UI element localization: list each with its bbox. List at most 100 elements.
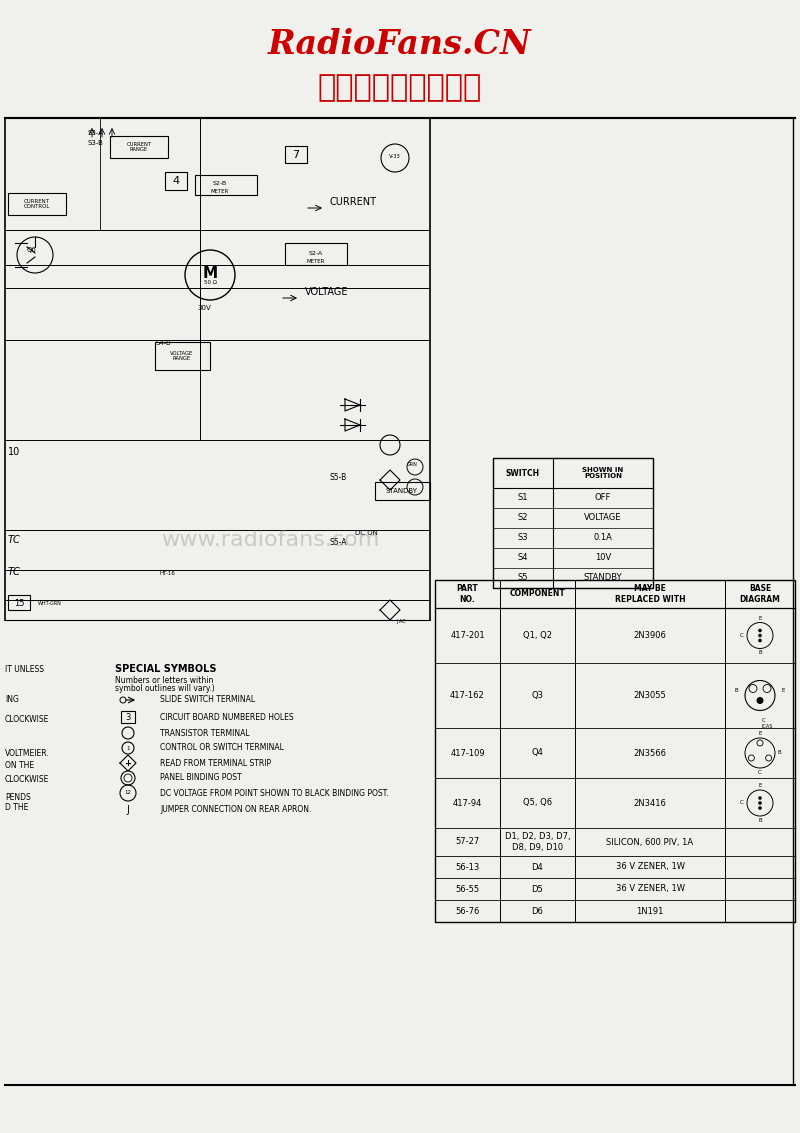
Text: Q3: Q3 xyxy=(531,691,543,700)
Circle shape xyxy=(758,639,762,642)
Text: CIRCUIT BOARD NUMBERED HOLES: CIRCUIT BOARD NUMBERED HOLES xyxy=(160,713,294,722)
Text: 0.1A: 0.1A xyxy=(594,534,613,543)
Text: GRN: GRN xyxy=(407,462,418,467)
Bar xyxy=(375,482,430,500)
Text: CURRENT: CURRENT xyxy=(330,197,377,207)
Text: 417-162: 417-162 xyxy=(450,691,485,700)
Text: Q1, Q2: Q1, Q2 xyxy=(523,631,552,640)
Text: 417-94: 417-94 xyxy=(453,799,482,808)
Text: S2-B: S2-B xyxy=(213,181,227,186)
Text: PENDS: PENDS xyxy=(5,793,30,802)
Text: S5-B: S5-B xyxy=(330,472,347,482)
Text: 2N3416: 2N3416 xyxy=(634,799,666,808)
Text: S5: S5 xyxy=(518,573,528,582)
Text: DC ON: DC ON xyxy=(355,530,378,536)
Bar xyxy=(195,174,257,195)
Circle shape xyxy=(758,629,762,632)
Text: 15: 15 xyxy=(14,598,24,607)
Circle shape xyxy=(757,697,763,704)
Text: DC VOLTAGE FROM POINT SHOWN TO BLACK BINDING POST.: DC VOLTAGE FROM POINT SHOWN TO BLACK BIN… xyxy=(160,789,389,798)
Text: 50 Ω: 50 Ω xyxy=(203,280,217,286)
Text: J AC: J AC xyxy=(396,619,406,624)
Text: S1: S1 xyxy=(518,494,528,503)
Bar xyxy=(8,193,66,215)
Text: E: E xyxy=(758,731,762,736)
Text: CLOCKWISE: CLOCKWISE xyxy=(5,775,50,784)
Text: VOLTAGE
RANGE: VOLTAGE RANGE xyxy=(170,350,194,361)
Text: S3: S3 xyxy=(518,534,528,543)
Text: 1N191: 1N191 xyxy=(636,906,664,915)
Text: D6: D6 xyxy=(531,906,543,915)
Text: 4: 4 xyxy=(173,176,179,186)
Text: J: J xyxy=(126,806,130,815)
Text: 417-109: 417-109 xyxy=(450,749,485,758)
Text: CONTROL OR SWITCH TERMINAL: CONTROL OR SWITCH TERMINAL xyxy=(160,743,284,752)
Text: TRANSISTOR TERMINAL: TRANSISTOR TERMINAL xyxy=(160,729,250,738)
Text: 10: 10 xyxy=(8,448,20,457)
Text: PART
NO.: PART NO. xyxy=(457,585,478,604)
Text: METER: METER xyxy=(211,189,229,194)
Text: BASE
DIAGRAM: BASE DIAGRAM xyxy=(739,585,781,604)
Text: 2N3055: 2N3055 xyxy=(634,691,666,700)
Bar xyxy=(285,242,347,265)
Text: 56-13: 56-13 xyxy=(455,862,480,871)
Text: 10V: 10V xyxy=(595,554,611,562)
Text: C: C xyxy=(740,633,744,638)
Text: symbol outlines will vary.): symbol outlines will vary.) xyxy=(115,684,214,693)
Text: 36 V ZENER, 1W: 36 V ZENER, 1W xyxy=(615,885,685,894)
Bar xyxy=(155,342,210,370)
Text: SPECIAL SYMBOLS: SPECIAL SYMBOLS xyxy=(115,664,217,674)
Text: VOLTMEIER.: VOLTMEIER. xyxy=(5,749,50,758)
Text: D4: D4 xyxy=(532,862,543,871)
Circle shape xyxy=(758,796,762,800)
Text: CURRENT
CONTROL: CURRENT CONTROL xyxy=(24,198,50,210)
Text: C: C xyxy=(740,801,744,806)
Text: COMPONENT: COMPONENT xyxy=(510,589,566,598)
Text: OFF: OFF xyxy=(595,494,611,503)
Text: 3: 3 xyxy=(126,713,130,722)
Text: 56-55: 56-55 xyxy=(455,885,479,894)
Text: C: C xyxy=(762,717,766,723)
Text: STANDBY: STANDBY xyxy=(386,488,418,494)
Text: READ FROM TERMINAL STRIP: READ FROM TERMINAL STRIP xyxy=(160,758,271,767)
Text: 收音机爱好者资料库: 收音机爱好者资料库 xyxy=(318,74,482,102)
Text: 7: 7 xyxy=(293,150,299,160)
Text: METER: METER xyxy=(307,259,325,264)
Bar xyxy=(121,712,135,723)
Text: +: + xyxy=(125,758,131,767)
Text: 57-27: 57-27 xyxy=(455,837,480,846)
Text: SLIDE SWITCH TERMINAL: SLIDE SWITCH TERMINAL xyxy=(160,696,255,705)
Text: 36 V ZENER, 1W: 36 V ZENER, 1W xyxy=(615,862,685,871)
Bar xyxy=(493,458,653,588)
Text: E: E xyxy=(782,688,786,693)
Text: Q5, Q6: Q5, Q6 xyxy=(523,799,552,808)
Text: V-33: V-33 xyxy=(389,154,401,160)
Text: D THE: D THE xyxy=(5,803,28,812)
Text: Numbers or letters within: Numbers or letters within xyxy=(115,676,214,685)
Text: 12: 12 xyxy=(125,791,131,795)
Text: S2: S2 xyxy=(518,513,528,522)
Circle shape xyxy=(758,801,762,804)
Text: TC: TC xyxy=(8,566,21,577)
Text: ON THE: ON THE xyxy=(5,760,34,769)
Bar xyxy=(435,580,795,922)
Text: HT-16: HT-16 xyxy=(160,571,176,576)
Text: ICAS: ICAS xyxy=(762,724,774,729)
Text: RadioFans.CN: RadioFans.CN xyxy=(268,28,532,61)
Text: CURRENT
RANGE: CURRENT RANGE xyxy=(126,142,151,153)
Text: VOLTAGE: VOLTAGE xyxy=(584,513,622,522)
Text: B: B xyxy=(758,650,762,656)
Text: JUMPER CONNECTION ON REAR APRON.: JUMPER CONNECTION ON REAR APRON. xyxy=(160,806,311,815)
Text: ING: ING xyxy=(5,696,19,705)
Text: SILICON, 600 PIV, 1A: SILICON, 600 PIV, 1A xyxy=(606,837,694,846)
Text: Q6: Q6 xyxy=(27,247,37,253)
Text: S4: S4 xyxy=(518,554,528,562)
Text: S3-A: S3-A xyxy=(88,130,104,136)
Text: S5-A: S5-A xyxy=(330,538,347,547)
Circle shape xyxy=(758,633,762,637)
Text: M: M xyxy=(202,265,218,281)
Text: IT UNLESS: IT UNLESS xyxy=(5,665,44,674)
Text: www.radiofans.com: www.radiofans.com xyxy=(161,530,379,550)
Text: PANEL BINDING POST: PANEL BINDING POST xyxy=(160,774,242,783)
Text: 2N3566: 2N3566 xyxy=(634,749,666,758)
